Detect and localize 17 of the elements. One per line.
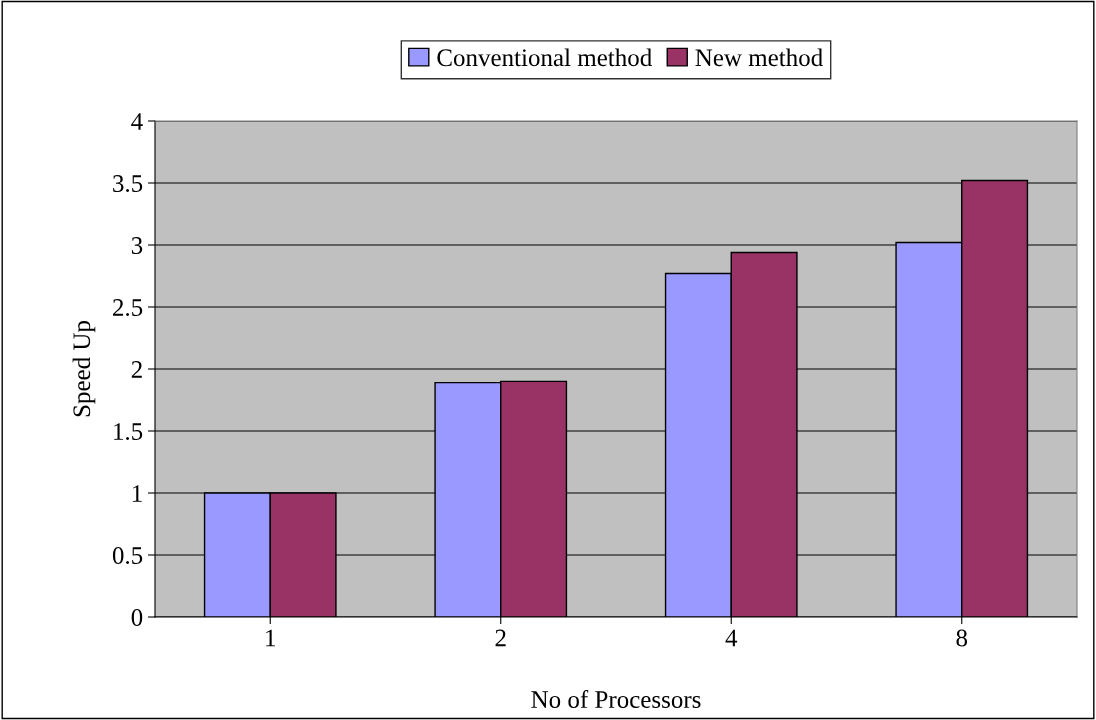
y-axis-title: Speed Up — [72, 321, 96, 417]
x-tick-label: 1 — [266, 629, 275, 647]
y-tick-label: 0 — [131, 609, 143, 626]
y-tick-label: 3 — [131, 237, 143, 254]
y-tick-label: 3.5 — [113, 175, 143, 193]
legend-label: New method — [695, 48, 823, 67]
x-tick-label: 2 — [495, 629, 506, 647]
y-tick-label: 1.5 — [114, 423, 143, 441]
x-tick-label: 4 — [725, 629, 738, 647]
x-axis-title: No of Processors — [531, 690, 701, 708]
y-tick-label: 2.5 — [113, 299, 143, 317]
legend-label: Conventional method — [437, 48, 652, 67]
y-tick-label: 0.5 — [112, 547, 143, 565]
y-tick-label: 1 — [132, 485, 142, 502]
x-tick-label: 8 — [956, 629, 968, 647]
y-tick-label: 2 — [131, 361, 142, 378]
y-tick-label: 4 — [131, 113, 143, 130]
